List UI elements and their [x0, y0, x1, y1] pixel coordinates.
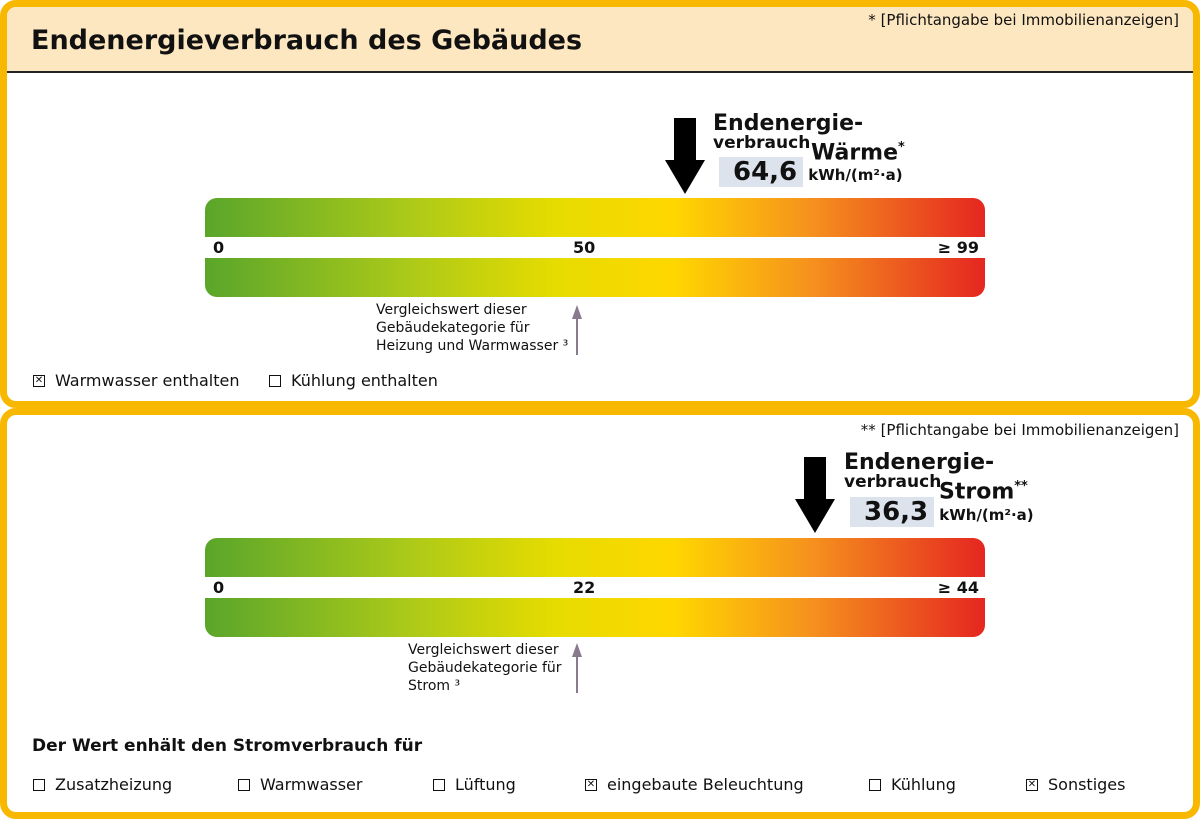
tick-max: ≥ 44: [937, 578, 979, 597]
comparison-line: Gebäudekategorie für: [376, 320, 530, 336]
comparison-line: Vergleichswert dieser: [408, 642, 559, 658]
checkbox-label: Kühlung: [891, 775, 956, 794]
checkbox-kuehlung[interactable]: Kühlung enthalten: [269, 371, 438, 390]
checkbox-empty-icon: [238, 778, 250, 791]
label-line1: Endenergie-: [844, 450, 995, 475]
comparison-line: Heizung und Warmwasser ³: [376, 338, 569, 354]
checkbox-warmwasser[interactable]: ✕ Warmwasser enthalten: [33, 371, 239, 390]
comparison-label: Vergleichswert dieser Gebäudekategorie f…: [408, 641, 562, 695]
label-line2: verbrauch: [844, 472, 942, 492]
arrow-up-icon: [572, 643, 582, 693]
comparison-line: Gebäudekategorie für: [408, 660, 562, 676]
scale-bar: 0 22 ≥ 44: [205, 538, 985, 637]
comparison-line: Strom ³: [408, 678, 461, 694]
label-kind-text: Strom: [939, 479, 1015, 505]
checkbox-checked-icon: ✕: [585, 778, 597, 791]
checkbox-empty-icon: [33, 778, 45, 791]
label-kind: Wärme*: [811, 141, 905, 164]
tick-mid: 22: [573, 578, 596, 597]
checkbox-beleuchtung[interactable]: ✕ eingebaute Beleuchtung: [585, 775, 804, 794]
tick-mid: 50: [573, 238, 596, 257]
checkbox-empty-icon: [869, 778, 881, 791]
tick-min: 0: [213, 578, 225, 597]
checkbox-label: Warmwasser enthalten: [55, 371, 240, 390]
value-box: 64,6 kWh/(m²·a): [719, 157, 903, 187]
checkbox-empty-icon: [269, 374, 281, 387]
unit: kWh/(m²·a): [808, 166, 903, 184]
checkbox-label: Kühlung enthalten: [291, 371, 438, 390]
checkbox-sonstiges[interactable]: ✕ Sonstiges: [1026, 775, 1125, 794]
checkbox-label: Warmwasser: [260, 775, 363, 794]
label-line1: Endenergie-: [713, 111, 864, 136]
comparison-line: Vergleichswert dieser: [376, 302, 527, 318]
arrow-down-icon: [795, 457, 835, 533]
checkbox-zusatzheizung[interactable]: Zusatzheizung: [33, 775, 172, 794]
checkbox-label: Zusatzheizung: [55, 775, 173, 794]
value-box: 36,3 kWh/(m²·a): [850, 497, 1034, 527]
section-electricity: ** [Pflichtangabe bei Immobilienanzeigen…: [0, 408, 1200, 819]
page-title: Endenergieverbrauch des Gebäudes: [7, 7, 1193, 73]
value: 64,6: [719, 157, 804, 187]
tick-min: 0: [213, 238, 225, 257]
checkbox-label: Sonstiges: [1048, 775, 1126, 794]
tick-max: ≥ 99: [937, 238, 979, 257]
label-mark: **: [1014, 479, 1028, 494]
electricity-heading: Der Wert enhält den Stromverbrauch für: [32, 736, 423, 756]
checkbox-checked-icon: ✕: [1026, 778, 1038, 791]
label-line2: verbrauch: [713, 133, 811, 153]
mandatory-note: ** [Pflichtangabe bei Immobilienanzeigen…: [860, 421, 1179, 439]
checkbox-empty-icon: [433, 778, 445, 791]
checkbox-kuehlung[interactable]: Kühlung: [869, 775, 956, 794]
arrow-up-icon: [572, 305, 582, 355]
checkbox-label: Lüftung: [455, 775, 516, 794]
checkbox-lueftung[interactable]: Lüftung: [433, 775, 516, 794]
scale-bar: 0 50 ≥ 99: [205, 198, 985, 297]
mandatory-note: * [Pflichtangabe bei Immobilienanzeigen]: [868, 11, 1179, 29]
checkbox-label: eingebaute Beleuchtung: [607, 775, 804, 794]
comparison-label: Vergleichswert dieser Gebäudekategorie f…: [376, 301, 568, 355]
label-kind: Strom**: [939, 480, 1028, 503]
value: 36,3: [850, 497, 935, 527]
label-kind-text: Wärme: [811, 140, 899, 166]
unit: kWh/(m²·a): [939, 506, 1034, 524]
section-heat: Endenergieverbrauch des Gebäudes * [Pfli…: [0, 0, 1200, 408]
checkbox-checked-icon: ✕: [33, 374, 45, 387]
label-mark: *: [898, 140, 905, 155]
checkbox-warmwasser[interactable]: Warmwasser: [238, 775, 362, 794]
arrow-down-icon: [665, 118, 705, 194]
